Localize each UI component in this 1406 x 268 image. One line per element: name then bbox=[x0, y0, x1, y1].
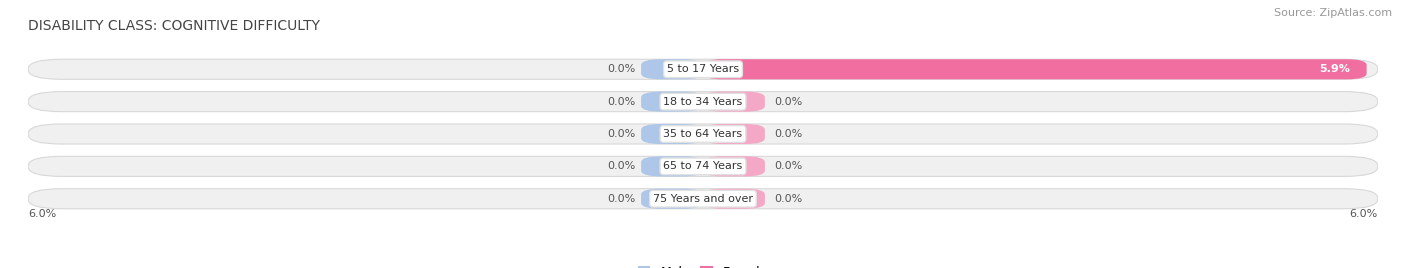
Text: 18 to 34 Years: 18 to 34 Years bbox=[664, 97, 742, 107]
FancyBboxPatch shape bbox=[641, 124, 703, 144]
Text: 0.0%: 0.0% bbox=[773, 161, 801, 171]
Text: 0.0%: 0.0% bbox=[607, 97, 636, 107]
Text: 65 to 74 Years: 65 to 74 Years bbox=[664, 161, 742, 171]
FancyBboxPatch shape bbox=[641, 156, 703, 176]
FancyBboxPatch shape bbox=[703, 59, 1367, 79]
FancyBboxPatch shape bbox=[703, 124, 765, 144]
Text: 6.0%: 6.0% bbox=[28, 209, 56, 219]
Text: 35 to 64 Years: 35 to 64 Years bbox=[664, 129, 742, 139]
Legend: Male, Female: Male, Female bbox=[638, 266, 768, 268]
FancyBboxPatch shape bbox=[641, 189, 703, 209]
Text: Source: ZipAtlas.com: Source: ZipAtlas.com bbox=[1274, 8, 1392, 18]
FancyBboxPatch shape bbox=[641, 92, 703, 112]
Text: 0.0%: 0.0% bbox=[773, 194, 801, 204]
FancyBboxPatch shape bbox=[703, 156, 765, 176]
FancyBboxPatch shape bbox=[28, 92, 1378, 112]
Text: 0.0%: 0.0% bbox=[773, 97, 801, 107]
Text: 5.9%: 5.9% bbox=[1319, 64, 1350, 74]
FancyBboxPatch shape bbox=[28, 156, 1378, 176]
FancyBboxPatch shape bbox=[28, 59, 1378, 79]
Text: 0.0%: 0.0% bbox=[607, 64, 636, 74]
Text: 6.0%: 6.0% bbox=[1350, 209, 1378, 219]
Text: 0.0%: 0.0% bbox=[773, 129, 801, 139]
Text: 5 to 17 Years: 5 to 17 Years bbox=[666, 64, 740, 74]
Text: 75 Years and over: 75 Years and over bbox=[652, 194, 754, 204]
FancyBboxPatch shape bbox=[703, 92, 765, 112]
FancyBboxPatch shape bbox=[703, 189, 765, 209]
FancyBboxPatch shape bbox=[28, 124, 1378, 144]
Text: 0.0%: 0.0% bbox=[607, 161, 636, 171]
Text: 0.0%: 0.0% bbox=[607, 194, 636, 204]
Text: DISABILITY CLASS: COGNITIVE DIFFICULTY: DISABILITY CLASS: COGNITIVE DIFFICULTY bbox=[28, 19, 321, 33]
Text: 0.0%: 0.0% bbox=[607, 129, 636, 139]
FancyBboxPatch shape bbox=[28, 189, 1378, 209]
FancyBboxPatch shape bbox=[641, 59, 703, 79]
